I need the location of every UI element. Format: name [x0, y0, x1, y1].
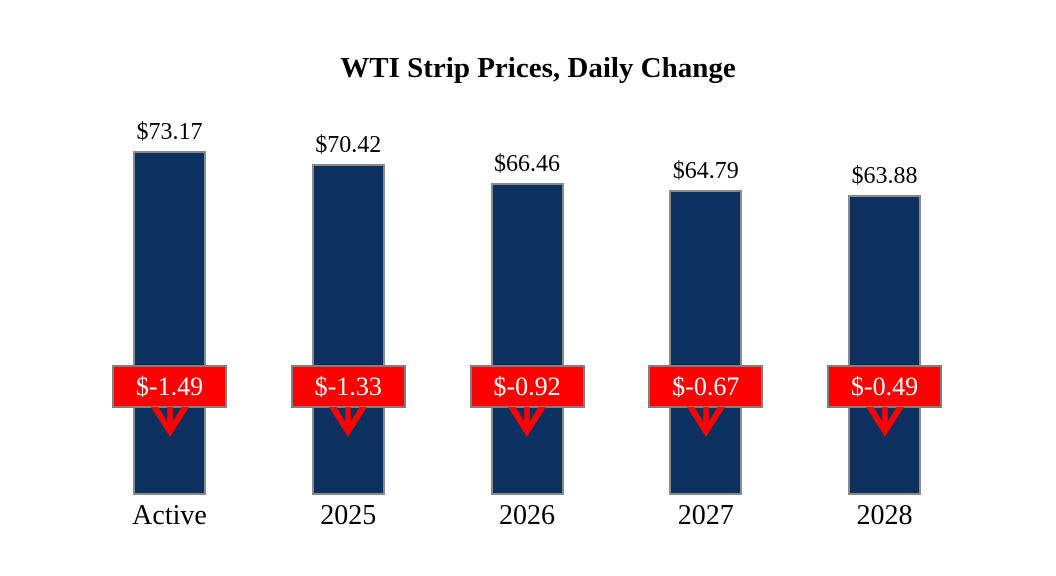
daily-change-badge: $-0.92 — [469, 365, 585, 408]
chart-title: WTI Strip Prices, Daily Change — [340, 52, 736, 84]
price-label: $64.79 — [672, 158, 739, 184]
category-label: 2025 — [320, 500, 377, 531]
daily-change-badge: $-1.49 — [112, 365, 227, 408]
daily-change-value: $-1.49 — [135, 371, 204, 401]
price-label: $70.42 — [315, 132, 382, 158]
daily-change-badge: $-0.49 — [827, 365, 942, 408]
down-arrow-icon — [508, 407, 546, 437]
daily-change-value: $-1.33 — [314, 371, 382, 401]
daily-change-badge: $-1.33 — [290, 365, 406, 408]
down-arrow-icon — [865, 407, 904, 437]
category-label: Active — [132, 500, 207, 531]
daily-change-badge: $-0.67 — [648, 365, 764, 408]
bar — [848, 195, 921, 495]
bar — [311, 164, 385, 495]
daily-change-value: $-0.67 — [672, 371, 740, 401]
down-arrow-icon — [686, 407, 725, 437]
price-label: $66.46 — [494, 151, 560, 177]
bar — [669, 190, 743, 495]
bar — [490, 183, 564, 495]
daily-change-value: $-0.49 — [850, 371, 919, 401]
bar — [133, 151, 206, 495]
category-label: 2028 — [856, 500, 913, 531]
price-label: $73.17 — [136, 119, 203, 145]
down-arrow-icon — [150, 407, 189, 437]
price-label: $63.88 — [851, 163, 918, 189]
category-label: 2026 — [499, 500, 555, 531]
category-label: 2027 — [677, 500, 734, 531]
down-arrow-icon — [329, 407, 368, 437]
daily-change-value: $-0.92 — [493, 371, 561, 401]
